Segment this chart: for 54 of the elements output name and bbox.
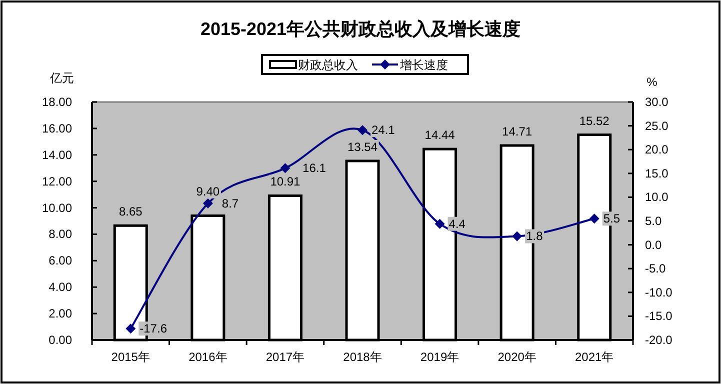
y-tick-label: 14.00 bbox=[42, 148, 72, 162]
legend-label: 财政总收入 bbox=[298, 58, 358, 72]
data-label: 9.40 bbox=[196, 184, 220, 198]
y2-tick-label: -15.0 bbox=[645, 309, 673, 324]
y-tick-label: 2.00 bbox=[48, 306, 72, 321]
point bbox=[126, 324, 136, 334]
x-tick-label: 2016年 bbox=[188, 350, 228, 364]
data-label: 13.54 bbox=[347, 140, 378, 154]
y-tick-label: 18.00 bbox=[42, 95, 72, 109]
y-tick-label: 10.00 bbox=[42, 200, 72, 215]
y2-tick-label: 0.0 bbox=[645, 238, 662, 252]
data-label: 5.5 bbox=[603, 212, 620, 226]
y2-tick-label: -5.0 bbox=[645, 262, 666, 276]
point bbox=[434, 218, 445, 229]
y-tick-label: 16.00 bbox=[42, 121, 72, 136]
x-tick-label: 2017年 bbox=[266, 350, 305, 364]
y2-tick-label: 25.0 bbox=[645, 118, 669, 133]
data-label: 14.44 bbox=[424, 128, 456, 142]
data-label: 24.1 bbox=[372, 123, 396, 138]
data-label: 14.71 bbox=[502, 124, 532, 138]
data-label: -17.6 bbox=[140, 322, 168, 336]
y-tick-label: 12.00 bbox=[42, 174, 72, 188]
x-tick-label: 2020年 bbox=[498, 350, 536, 364]
y-tick-label: 0.00 bbox=[48, 333, 72, 347]
data-label: 8.7 bbox=[222, 196, 239, 210]
y2-tick-label: 20.0 bbox=[645, 142, 669, 157]
y2-tick-label: -20.0 bbox=[645, 333, 673, 347]
legend-label: 增长速度 bbox=[399, 58, 448, 72]
x-tick-label: 2015年 bbox=[111, 350, 150, 364]
x-tick-label: 2018年 bbox=[343, 350, 382, 364]
data-label: 1.8 bbox=[526, 229, 544, 244]
data-label: 15.52 bbox=[579, 114, 610, 128]
data-label: 16.1 bbox=[302, 161, 326, 176]
point bbox=[280, 163, 290, 174]
y2-axis-title: % bbox=[646, 75, 658, 89]
data-label: 8.65 bbox=[118, 204, 143, 219]
y2-tick-label: 10.0 bbox=[645, 190, 669, 204]
x-tick-label: 2019年 bbox=[420, 350, 460, 364]
y2-tick-label: 5.0 bbox=[645, 214, 662, 228]
point bbox=[589, 214, 600, 224]
point bbox=[358, 125, 368, 136]
x-tick-label: 2021年 bbox=[575, 350, 614, 364]
point bbox=[202, 198, 213, 208]
y-axis-title: 亿元 bbox=[49, 71, 74, 85]
chart-title: 2015-2021年公共财政总收入及增长速度 bbox=[200, 19, 521, 39]
y-tick-label: 4.00 bbox=[48, 280, 72, 294]
y2-tick-label: 30.0 bbox=[645, 95, 669, 109]
y-tick-label: 8.00 bbox=[48, 227, 72, 242]
y2-tick-label: -10.0 bbox=[645, 285, 673, 300]
point bbox=[512, 231, 522, 242]
data-label: 4.4 bbox=[448, 216, 466, 231]
y2-tick-label: 15.0 bbox=[645, 166, 669, 180]
data-label: 10.91 bbox=[270, 174, 301, 189]
y-tick-label: 6.00 bbox=[48, 254, 72, 268]
